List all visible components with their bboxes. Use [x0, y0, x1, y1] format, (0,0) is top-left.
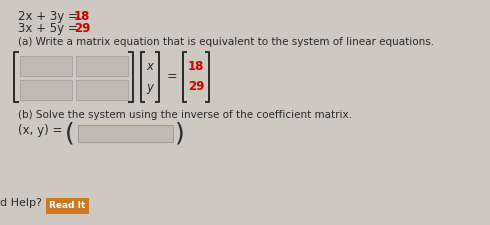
Text: 2x + 3y =: 2x + 3y =	[18, 10, 82, 23]
FancyBboxPatch shape	[78, 125, 173, 142]
Text: (b) Solve the system using the inverse of the coefficient matrix.: (b) Solve the system using the inverse o…	[18, 110, 352, 120]
Text: 18: 18	[74, 10, 90, 23]
Text: 3x + 5y =: 3x + 5y =	[18, 22, 81, 35]
FancyBboxPatch shape	[20, 56, 72, 76]
Text: x: x	[147, 61, 153, 74]
Text: (: (	[65, 122, 75, 146]
FancyBboxPatch shape	[76, 80, 128, 100]
Text: =: =	[167, 70, 177, 83]
FancyBboxPatch shape	[20, 80, 72, 100]
Text: 29: 29	[188, 81, 204, 94]
Text: d Help?: d Help?	[0, 198, 42, 208]
Text: y: y	[147, 81, 153, 94]
FancyBboxPatch shape	[76, 56, 128, 76]
Text: (x, y) =: (x, y) =	[18, 124, 62, 137]
Text: Read It: Read It	[49, 202, 86, 211]
Text: 29: 29	[74, 22, 90, 35]
FancyBboxPatch shape	[46, 198, 89, 214]
Text: (a) Write a matrix equation that is equivalent to the system of linear equations: (a) Write a matrix equation that is equi…	[18, 37, 434, 47]
Text: 18: 18	[188, 61, 204, 74]
Text: ): )	[175, 122, 185, 146]
